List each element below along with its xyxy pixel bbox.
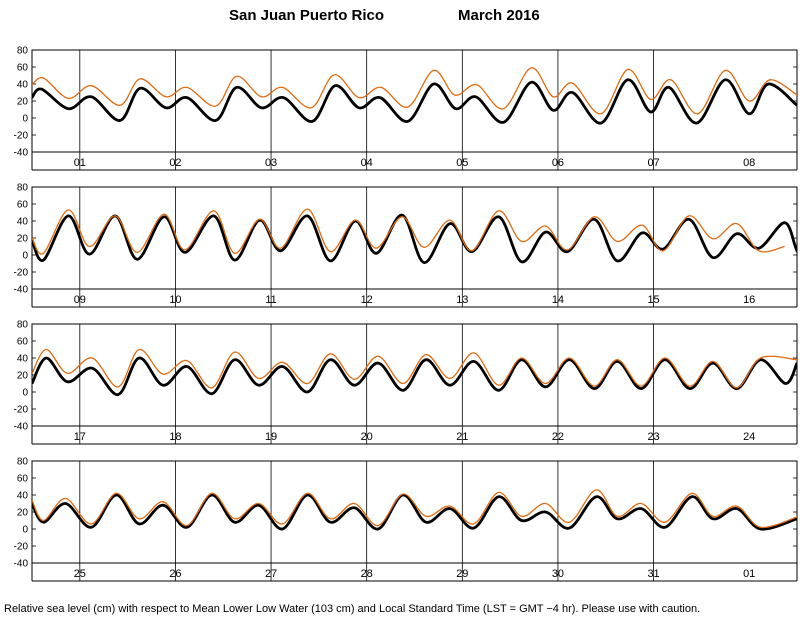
day-label: 12: [361, 294, 373, 306]
day-label: 05: [456, 157, 468, 169]
day-label: 22: [552, 431, 564, 443]
y-tick-label: 40: [17, 217, 29, 228]
predicted-series-line: [32, 493, 797, 531]
day-label: 19: [265, 431, 277, 443]
day-label: 17: [74, 431, 86, 443]
y-tick-label: 60: [17, 337, 29, 348]
day-label: 13: [456, 294, 468, 306]
day-label: 21: [456, 431, 468, 443]
chart-title-location: San Juan Puerto Rico: [229, 7, 384, 24]
y-tick-label: -40: [14, 559, 29, 570]
day-label: 03: [265, 157, 277, 169]
day-label: 06: [552, 157, 564, 169]
plot-frame: [31, 186, 798, 290]
day-label: 11: [265, 294, 276, 306]
y-tick-label: 40: [17, 491, 29, 502]
day-label: 31: [647, 568, 659, 580]
y-tick-label: 80: [17, 320, 29, 331]
observed-series-line: [32, 348, 797, 389]
day-label: 23: [647, 431, 659, 443]
predicted-series-line: [32, 213, 797, 264]
day-label: 04: [361, 157, 373, 169]
day-label: 30: [552, 568, 564, 580]
y-tick-label: 80: [17, 457, 29, 468]
chart-title-period: March 2016: [458, 7, 540, 24]
y-tick-label: -20: [14, 405, 29, 416]
panel-1: -40 -20 0 20 40 60 80 01 02 03 04 05 06 07 08: [14, 46, 798, 171]
day-label: 24: [743, 431, 755, 443]
day-label: 18: [169, 431, 181, 443]
day-label: 15: [647, 294, 659, 306]
day-label: 08: [743, 157, 755, 169]
panel-3: -40 -20 0 20 40 60 80 17 18 19 20 21 22 23 24: [14, 320, 798, 445]
day-label: 25: [74, 568, 86, 580]
day-label: 20: [361, 431, 373, 443]
day-label: 16: [743, 294, 755, 306]
y-tick-label: -40: [14, 285, 29, 296]
y-tick-label: 20: [17, 97, 29, 108]
predicted-series-line: [32, 356, 797, 396]
plot-frame: [31, 460, 798, 564]
predicted-series-line: [32, 78, 797, 125]
day-label: 27: [265, 568, 277, 580]
observed-series-line: [32, 208, 785, 255]
y-tick-label: 40: [17, 80, 29, 91]
y-tick-label: 60: [17, 200, 29, 211]
y-tick-label: 60: [17, 63, 29, 74]
y-tick-label: 80: [17, 46, 29, 57]
day-label: 14: [552, 294, 564, 306]
observed-series-line: [32, 67, 797, 115]
day-label: 26: [169, 568, 181, 580]
y-tick-label: 20: [17, 508, 29, 519]
y-tick-label: -20: [14, 131, 29, 142]
day-label: 02: [169, 157, 181, 169]
y-tick-label: -40: [14, 148, 29, 159]
panels: -40 -20 0 20 40 60 80 01 02 03 04 05 06 07 08 -40 -20 0 20…: [14, 46, 798, 582]
y-tick-label: -20: [14, 268, 29, 279]
footer-note: Relative sea level (cm) with respect to …: [4, 603, 700, 615]
day-label: 29: [456, 568, 468, 580]
panel-2: -40 -20 0 20 40 60 80 09 10 11 12 13 14 15 16: [14, 183, 798, 308]
y-tick-label: 20: [17, 234, 29, 245]
day-label: 10: [169, 294, 181, 306]
y-tick-label: 40: [17, 354, 29, 365]
y-tick-label: 0: [22, 114, 28, 125]
observed-series-line: [32, 489, 797, 529]
day-label: 01: [743, 568, 755, 580]
y-tick-label: 60: [17, 474, 29, 485]
y-tick-label: 20: [17, 371, 29, 382]
y-tick-label: 0: [22, 525, 28, 536]
day-label: 09: [74, 294, 86, 306]
y-tick-label: 0: [22, 251, 28, 262]
y-tick-label: 0: [22, 388, 28, 399]
day-label: 01: [74, 157, 86, 169]
panel-4: -40 -20 0 20 40 60 80 25 26 27 28 29 30 31 01: [14, 457, 798, 582]
day-label: 28: [361, 568, 373, 580]
y-tick-label: 80: [17, 183, 29, 194]
day-label: 07: [647, 157, 659, 169]
y-tick-label: -20: [14, 542, 29, 553]
y-tick-label: -40: [14, 422, 29, 433]
